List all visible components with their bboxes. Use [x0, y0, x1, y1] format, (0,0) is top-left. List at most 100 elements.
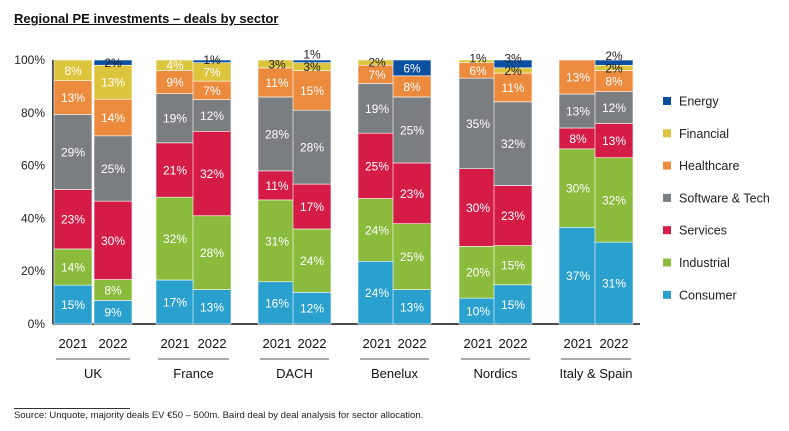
bar-segment	[93, 64, 133, 100]
data-label: 9%	[104, 306, 122, 320]
data-label: 30%	[101, 234, 125, 248]
bar-segment	[292, 292, 332, 325]
bar-segment	[192, 289, 232, 325]
data-label: 24%	[300, 254, 324, 268]
year-label: 2021	[59, 336, 88, 351]
bar-segment	[192, 215, 232, 290]
data-label: 14%	[61, 261, 85, 275]
data-label: 15%	[501, 298, 525, 312]
data-label: 12%	[300, 302, 324, 316]
data-label: 10%	[466, 305, 490, 319]
data-label: 12%	[602, 101, 626, 115]
bar-segment	[493, 245, 533, 286]
bar-segment	[53, 80, 93, 115]
bar-segment	[357, 260, 397, 325]
bar-segment	[558, 93, 598, 129]
data-label: 29%	[61, 145, 85, 159]
legend-label: Healthcare	[679, 159, 739, 173]
data-label: 23%	[501, 209, 525, 223]
legend-swatch	[663, 161, 671, 170]
year-label: 2022	[499, 336, 528, 351]
data-label: 7%	[203, 65, 221, 79]
bar-segment	[594, 91, 634, 124]
bar-segment	[292, 109, 332, 185]
data-label: 7%	[368, 68, 386, 82]
data-label: 28%	[300, 141, 324, 155]
data-label: 15%	[300, 84, 324, 98]
data-label: 15%	[501, 259, 525, 273]
data-label: 9%	[166, 76, 184, 90]
legend-label: Industrial	[679, 256, 730, 270]
data-label: 13%	[200, 300, 224, 314]
bar-segment	[594, 59, 634, 66]
data-label: 8%	[104, 284, 122, 298]
bar-segment	[392, 96, 432, 164]
year-label: 2021	[263, 336, 292, 351]
bar-segment	[357, 132, 397, 199]
group-label: UK	[84, 366, 102, 381]
bar-segment	[292, 183, 332, 230]
legend-label: Consumer	[679, 288, 737, 302]
data-label: 37%	[566, 269, 590, 283]
year-label: 2021	[161, 336, 190, 351]
data-label: 35%	[466, 117, 490, 131]
bar-segment	[392, 59, 432, 77]
bar-segment	[257, 281, 297, 325]
group-label: Italy & Spain	[560, 366, 633, 381]
data-label: 28%	[200, 246, 224, 260]
bar-segment	[53, 189, 93, 250]
year-label: 2021	[564, 336, 593, 351]
bar-segment	[594, 157, 634, 243]
bar-segment	[155, 142, 195, 198]
bar-segment	[93, 59, 133, 66]
data-label: 2%	[504, 64, 522, 78]
data-label: 11%	[265, 76, 288, 90]
data-label: 25%	[400, 250, 424, 264]
legend-swatch	[663, 129, 671, 138]
data-label: 32%	[200, 167, 224, 181]
data-label: 17%	[300, 200, 324, 214]
legend-swatch	[663, 290, 671, 299]
data-label: 13%	[101, 76, 125, 90]
data-label: 19%	[163, 112, 187, 126]
data-label: 8%	[64, 64, 82, 78]
bar-segment	[594, 123, 634, 158]
legend-swatch	[663, 258, 671, 267]
bar-segment	[257, 199, 297, 283]
data-label: 11%	[265, 179, 288, 193]
bar-segment	[594, 241, 634, 325]
data-label: 6%	[403, 61, 421, 75]
data-label: 8%	[569, 132, 587, 146]
data-label: 21%	[163, 164, 187, 178]
data-label: 25%	[101, 162, 125, 176]
bar-segment	[53, 248, 93, 286]
source-note: Source: Unquote, majority deals EV €50 –…	[14, 410, 424, 421]
bar-segment	[357, 198, 397, 262]
data-label: 4%	[166, 59, 184, 73]
data-label: 2%	[368, 55, 386, 69]
y-tick-label: 100%	[14, 53, 45, 67]
data-label: 3%	[504, 51, 522, 65]
bar-segment	[392, 162, 432, 224]
data-label: 1%	[303, 48, 321, 62]
data-label: 12%	[200, 109, 224, 123]
data-label: 24%	[365, 223, 389, 237]
data-label: 13%	[61, 91, 85, 105]
data-label: 2%	[605, 49, 623, 63]
bar-segment	[392, 223, 432, 290]
data-label: 23%	[61, 213, 85, 227]
data-label: 32%	[602, 193, 626, 207]
data-label: 8%	[403, 80, 421, 94]
data-label: 30%	[566, 182, 590, 196]
year-label: 2022	[99, 336, 128, 351]
bar-segment	[155, 279, 195, 325]
legend-label: Energy	[679, 95, 719, 109]
year-label: 2022	[600, 336, 629, 351]
legend-label: Financial	[679, 127, 729, 141]
data-label: 20%	[466, 266, 490, 280]
data-label: 32%	[501, 137, 525, 151]
bar-segment	[458, 246, 498, 299]
legend-swatch	[663, 226, 671, 235]
data-label: 31%	[602, 277, 626, 291]
